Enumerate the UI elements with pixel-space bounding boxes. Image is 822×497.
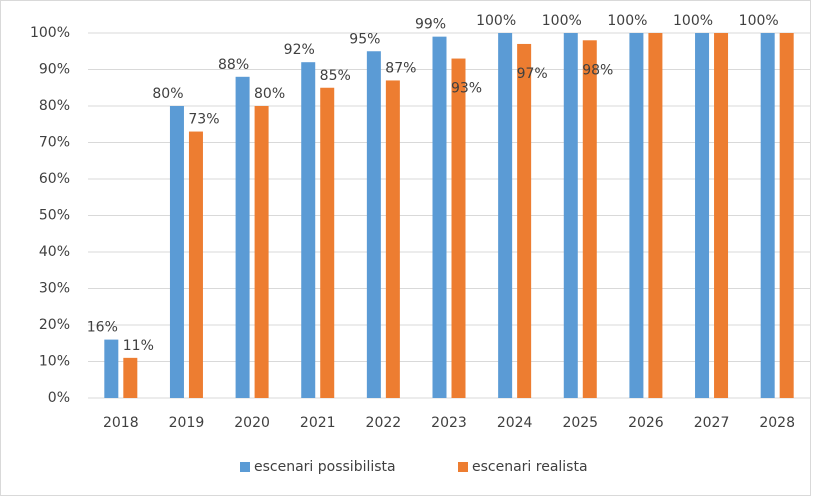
x-tick-label: 2028 bbox=[759, 415, 795, 431]
y-tick-label: 10% bbox=[39, 354, 70, 370]
x-tick-label: 2023 bbox=[431, 415, 467, 431]
y-tick-label: 40% bbox=[39, 244, 70, 260]
bar bbox=[366, 51, 381, 398]
legend-label: escenari realista bbox=[472, 459, 588, 475]
bar bbox=[169, 106, 184, 398]
x-tick-label: 2020 bbox=[234, 415, 270, 431]
data-label: 97% bbox=[517, 66, 548, 82]
data-label: 98% bbox=[582, 62, 613, 78]
bar bbox=[320, 87, 335, 398]
bar bbox=[714, 33, 729, 398]
data-label: 80% bbox=[152, 86, 183, 102]
data-label: 100% bbox=[673, 13, 713, 29]
data-label: 11% bbox=[123, 338, 154, 354]
x-tick-label: 2019 bbox=[169, 415, 205, 431]
data-label: 87% bbox=[385, 60, 416, 76]
data-label: 85% bbox=[320, 68, 351, 84]
x-tick-label: 2025 bbox=[562, 415, 598, 431]
data-label: 100% bbox=[607, 13, 647, 29]
legend-swatch bbox=[240, 462, 250, 472]
data-label: 92% bbox=[284, 42, 315, 58]
legend-swatch bbox=[458, 462, 468, 472]
bar bbox=[104, 339, 119, 398]
bar bbox=[498, 33, 513, 398]
x-tick-label: 2027 bbox=[694, 415, 730, 431]
y-tick-label: 60% bbox=[39, 171, 70, 187]
data-label: 100% bbox=[542, 13, 582, 29]
data-label: 95% bbox=[349, 31, 380, 47]
bar bbox=[517, 43, 532, 398]
x-tick-label: 2021 bbox=[300, 415, 336, 431]
bar bbox=[188, 131, 203, 399]
y-tick-label: 70% bbox=[39, 135, 70, 151]
bar bbox=[123, 357, 138, 398]
y-tick-label: 50% bbox=[39, 208, 70, 224]
bar bbox=[760, 33, 775, 398]
y-tick-label: 20% bbox=[39, 317, 70, 333]
bar bbox=[254, 106, 269, 398]
bar bbox=[235, 76, 250, 399]
x-tick-label: 2026 bbox=[628, 415, 664, 431]
data-label: 93% bbox=[451, 81, 482, 97]
bar bbox=[648, 33, 663, 398]
bar bbox=[582, 40, 597, 399]
y-tick-label: 30% bbox=[39, 281, 70, 297]
y-tick-label: 90% bbox=[39, 62, 70, 78]
bar bbox=[385, 80, 400, 398]
data-label: 99% bbox=[415, 17, 446, 33]
x-tick-label: 2022 bbox=[366, 415, 402, 431]
data-label: 80% bbox=[254, 86, 285, 102]
bar bbox=[695, 33, 710, 398]
data-label: 73% bbox=[188, 112, 219, 128]
bar bbox=[432, 36, 447, 399]
data-label: 100% bbox=[739, 13, 779, 29]
y-tick-label: 0% bbox=[48, 390, 70, 406]
data-label: 88% bbox=[218, 57, 249, 73]
y-tick-label: 80% bbox=[39, 98, 70, 114]
y-tick-label: 100% bbox=[30, 25, 70, 41]
bar bbox=[451, 58, 466, 399]
bar bbox=[563, 33, 578, 398]
x-tick-label: 2024 bbox=[497, 415, 533, 431]
bar bbox=[629, 33, 644, 398]
data-label: 16% bbox=[87, 320, 118, 336]
legend-label: escenari possibilista bbox=[254, 459, 396, 475]
bar bbox=[301, 62, 316, 398]
data-label: 100% bbox=[476, 13, 516, 29]
x-tick-label: 2018 bbox=[103, 415, 139, 431]
bar bbox=[779, 33, 794, 398]
